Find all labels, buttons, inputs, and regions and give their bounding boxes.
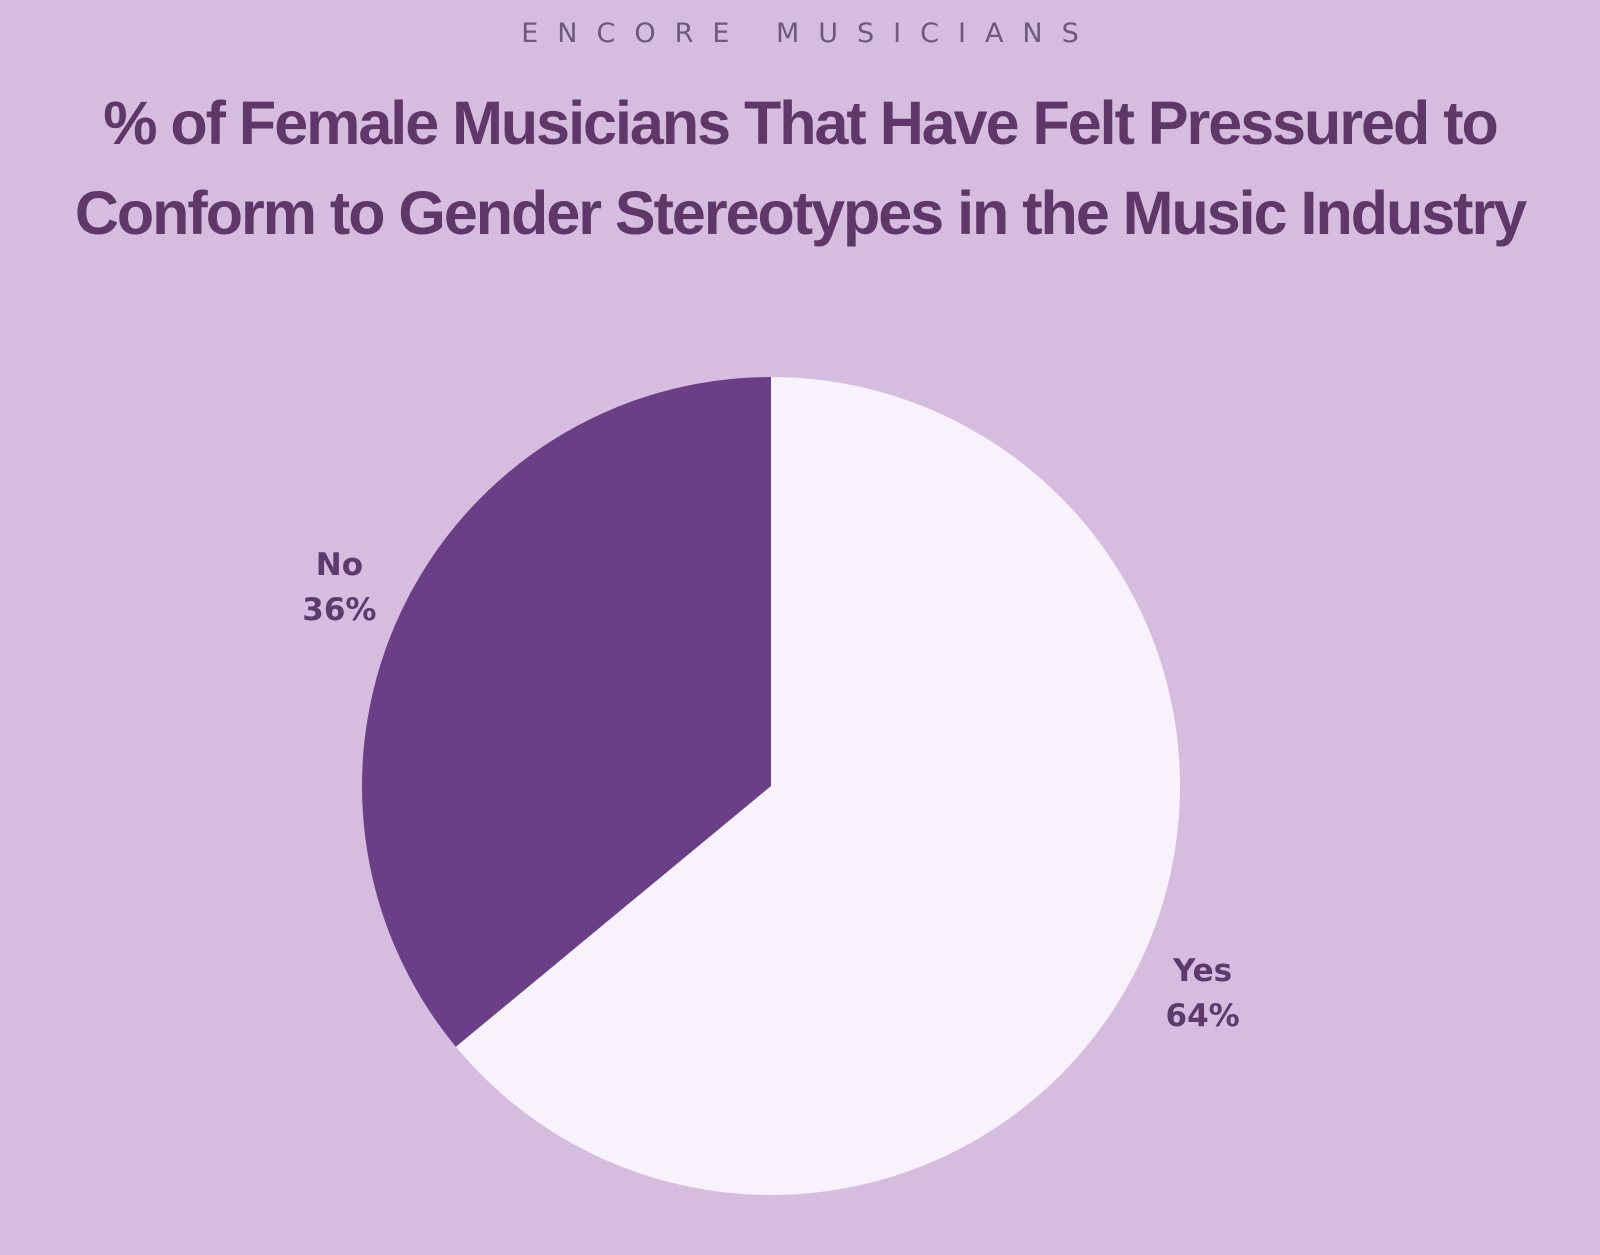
- slice-value-yes: 64%: [1166, 998, 1240, 1034]
- chart-title-line-1: % of Female Musicians That Have Felt Pre…: [103, 89, 1499, 157]
- slice-label-yes: Yes: [1172, 953, 1232, 989]
- pie-chart: Yes 64% No 36%: [302, 377, 1240, 1195]
- chart-title: % of Female Musicians That Have Felt Pre…: [0, 78, 1600, 258]
- chart-title-line-2: Conform to Gender Stereotypes in the Mus…: [74, 179, 1527, 247]
- brand-name: ENCORE MUSICIANS: [521, 18, 1098, 49]
- pie-slice-no: [361, 377, 771, 1047]
- slice-label-no: No: [316, 547, 363, 583]
- pie-slice-yes: [455, 377, 1180, 1195]
- slice-value-no: 36%: [302, 592, 376, 628]
